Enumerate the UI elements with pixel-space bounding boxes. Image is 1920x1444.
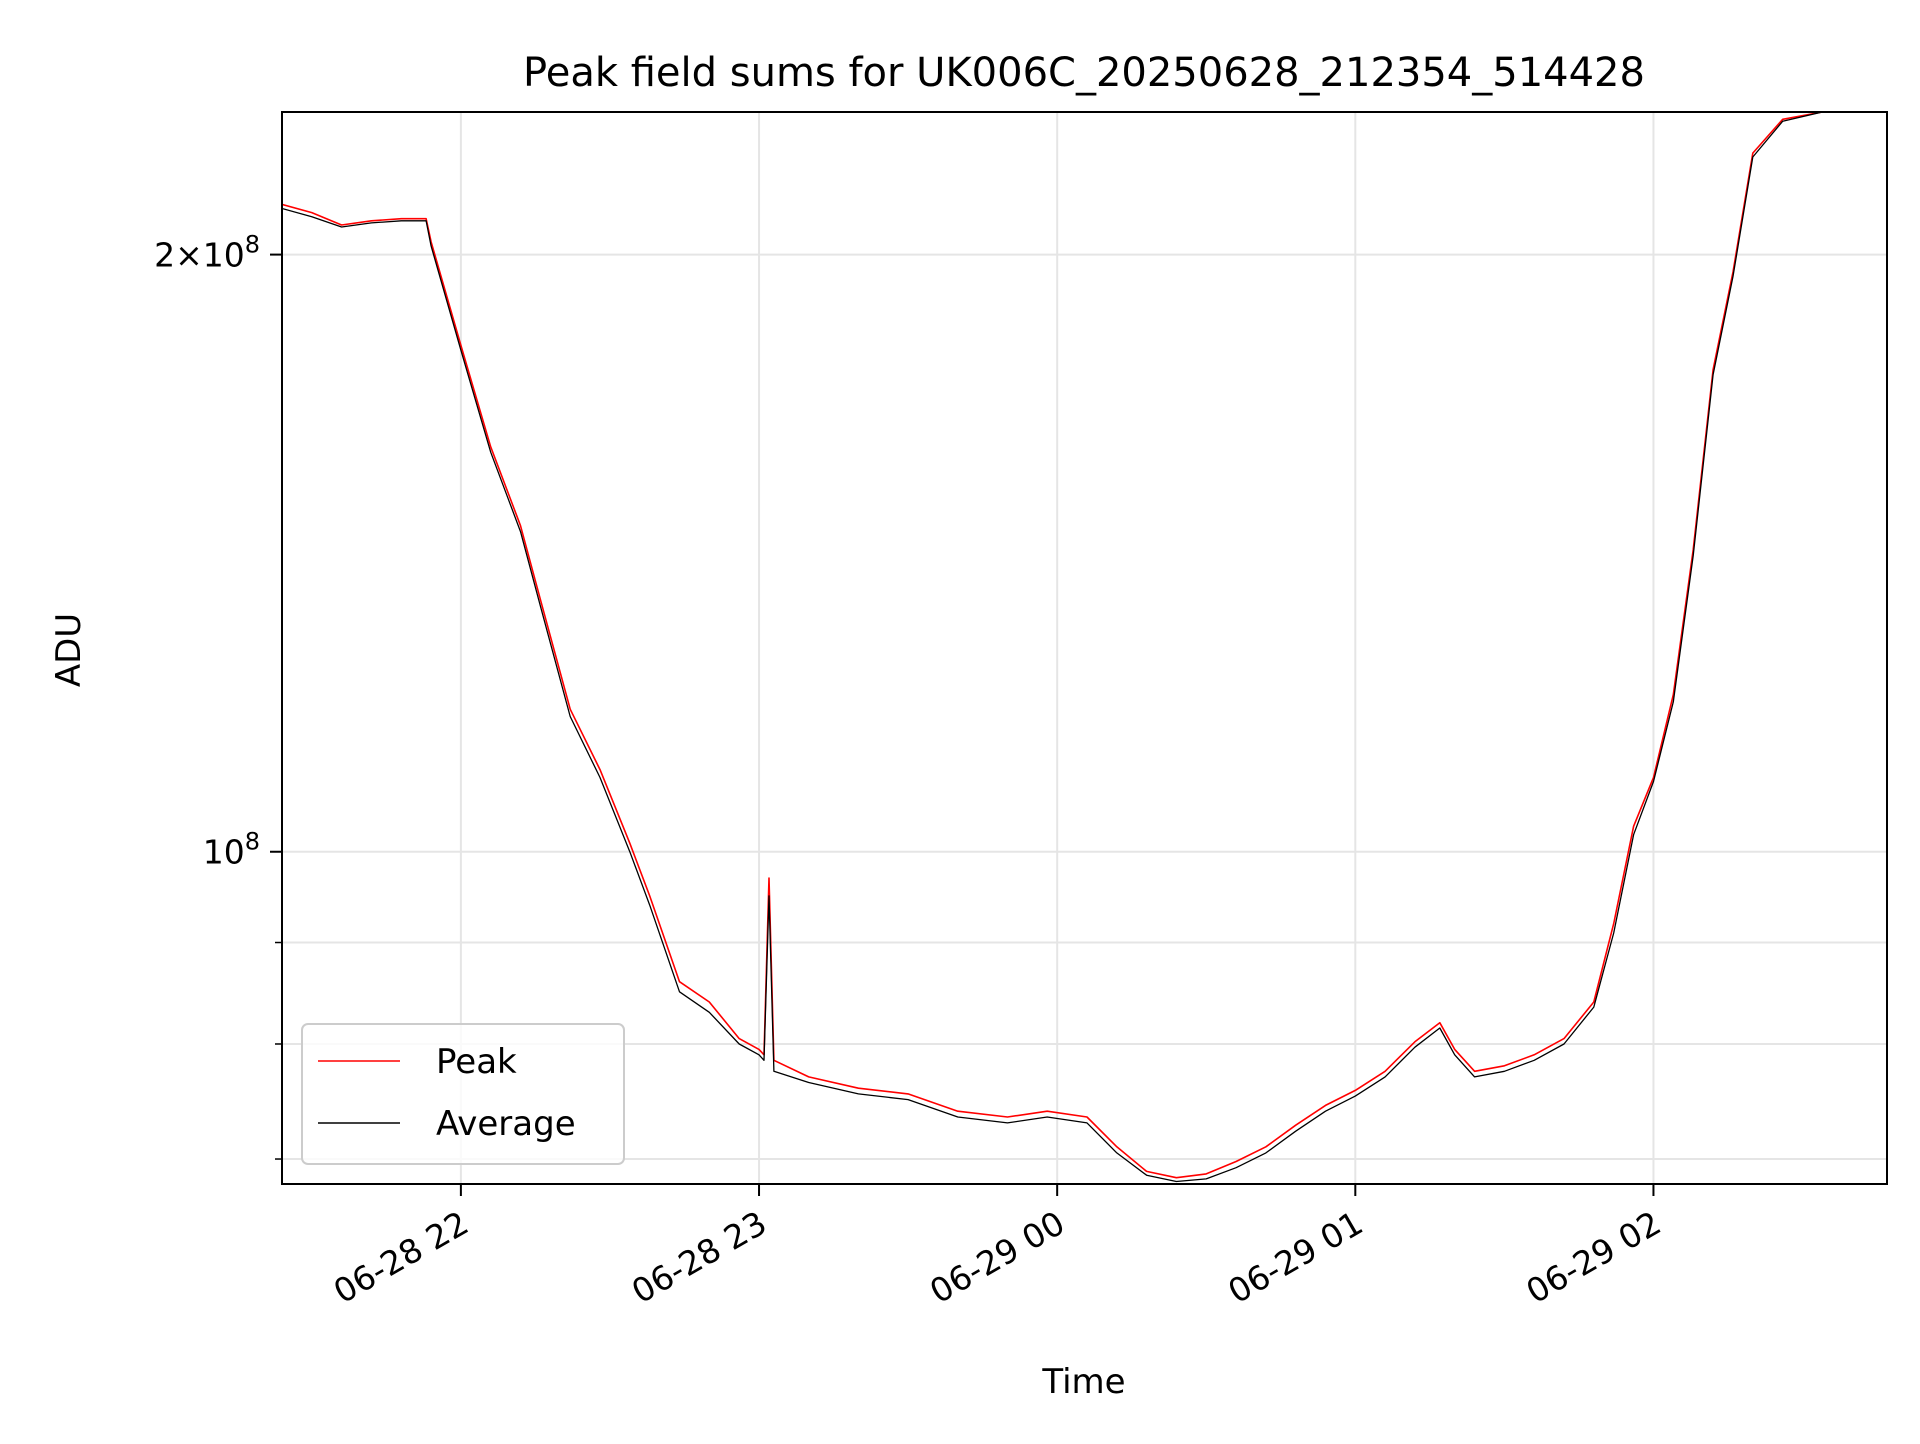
legend-box xyxy=(301,1023,625,1165)
series-line-peak xyxy=(282,112,1887,1179)
legend: Peak Average xyxy=(301,1023,625,1165)
chart-title: Peak field sums for UK006C_20250628_2123… xyxy=(523,50,1645,96)
legend-label-average: Average xyxy=(436,1104,576,1144)
y-axis: 108 2×108 xyxy=(154,231,282,1160)
x-axis-title: Time xyxy=(1041,1362,1125,1402)
series-layer xyxy=(282,112,1887,1183)
y-tick-label: 2×108 xyxy=(154,231,260,275)
legend-label-peak: Peak xyxy=(436,1042,517,1082)
series-line-average xyxy=(282,112,1887,1183)
y-tick-label: 108 xyxy=(203,828,260,872)
plot-frame xyxy=(281,111,1888,1185)
y-axis-title: ADU xyxy=(49,613,89,687)
